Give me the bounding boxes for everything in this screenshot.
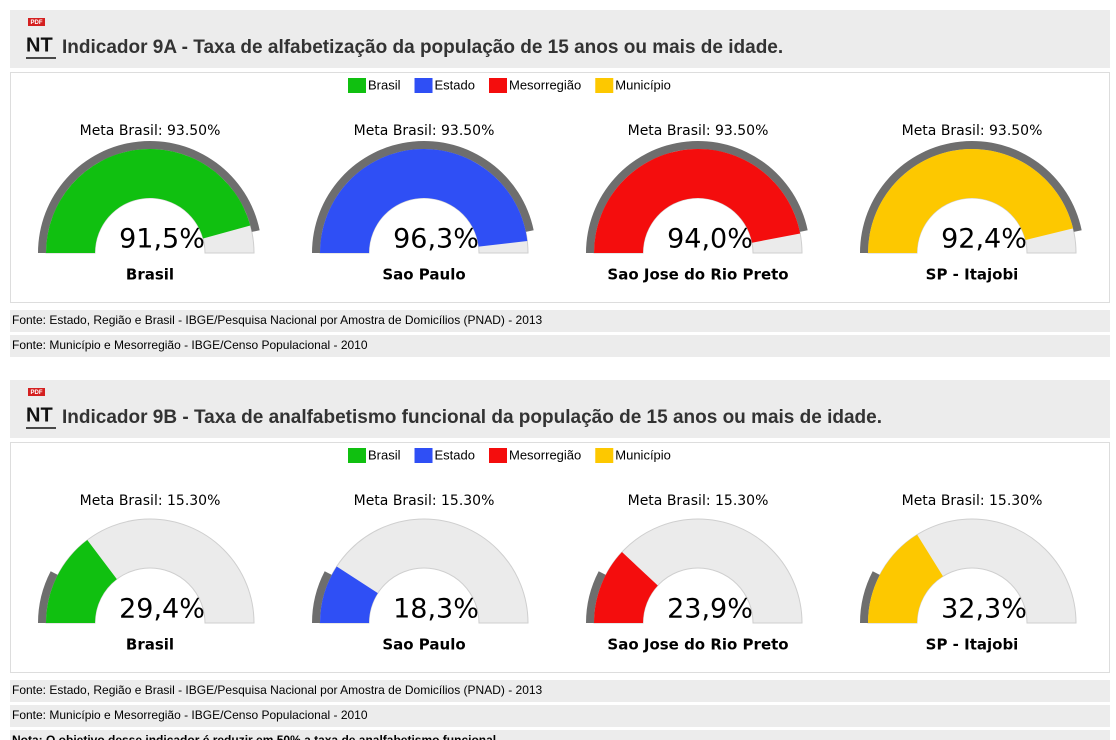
legend-label: Município (615, 77, 671, 92)
section-title: Indicador 9A - Taxa de alfabetização da … (62, 37, 783, 58)
gauge-value (868, 534, 943, 623)
target-label: Meta Brasil: 93.50% (354, 123, 495, 139)
gauge-label: Brasil (126, 636, 174, 654)
legend-label: Estado (435, 447, 475, 462)
target-band (860, 571, 880, 623)
note-text: Nota: O objetivo desse indicador é reduz… (12, 733, 499, 740)
target-label: Meta Brasil: 15.30% (628, 493, 769, 509)
value-label: 32,3% (941, 594, 1027, 625)
gauge-value (867, 148, 1074, 253)
pdf-badge-text: PDF (31, 20, 43, 26)
gauge-label: Sao Jose do Rio Preto (607, 636, 788, 654)
gauge-value (594, 552, 658, 623)
target-band (38, 571, 58, 623)
value-label: 96,3% (393, 224, 479, 255)
source-text: Fonte: Estado, Região e Brasil - IBGE/Pe… (12, 313, 543, 327)
source-row (10, 705, 1110, 727)
source-text: Fonte: Município e Mesorregião - IBGE/Ce… (12, 338, 368, 352)
legend-label: Mesorregião (509, 447, 581, 462)
source-row (10, 310, 1110, 332)
gauge-value (319, 566, 378, 623)
value-label: 29,4% (119, 594, 205, 625)
gauge-label: Sao Paulo (382, 636, 465, 654)
header-bar (10, 380, 1110, 438)
legend-label: Estado (435, 77, 475, 92)
icon-text: NT (26, 404, 53, 426)
legend-label: Mesorregião (509, 77, 581, 92)
target-label: Meta Brasil: 15.30% (902, 493, 1043, 509)
target-band (586, 571, 606, 623)
gauge-value (46, 540, 117, 623)
legend-swatch (489, 78, 507, 93)
legend-swatch (595, 78, 614, 93)
legend-label: Brasil (368, 447, 401, 462)
legend-label: Brasil (368, 77, 401, 92)
source-text: Fonte: Estado, Região e Brasil - IBGE/Pe… (12, 683, 543, 697)
legend-swatch (348, 78, 366, 93)
target-label: Meta Brasil: 15.30% (80, 493, 221, 509)
value-label: 92,4% (941, 224, 1027, 255)
value-label: 23,9% (667, 594, 753, 625)
pdf-badge (28, 388, 45, 396)
gauge-label: SP - Itajobi (926, 636, 1019, 654)
source-text: Fonte: Município e Mesorregião - IBGE/Ce… (12, 708, 368, 722)
legend-swatch (348, 448, 366, 463)
legend-swatch (414, 448, 433, 463)
value-label: 18,3% (393, 594, 479, 625)
gauge-label: Sao Paulo (382, 266, 465, 284)
gauge-value (594, 148, 801, 253)
legend-swatch (489, 448, 507, 463)
target-label: Meta Brasil: 93.50% (80, 123, 221, 139)
target-label: Meta Brasil: 15.30% (354, 493, 495, 509)
gauge-label: Brasil (126, 266, 174, 284)
target-band (312, 571, 332, 623)
value-label: 91,5% (119, 224, 205, 255)
legend-swatch (414, 78, 433, 93)
pdf-badge (28, 18, 45, 26)
gauge-label: SP - Itajobi (926, 266, 1019, 284)
legend-label: Município (615, 447, 671, 462)
target-label: Meta Brasil: 93.50% (902, 123, 1043, 139)
gauge-label: Sao Jose do Rio Preto (607, 266, 788, 284)
header-bar (10, 10, 1110, 68)
icon-text: NT (26, 34, 53, 56)
source-row (10, 680, 1110, 702)
gauge-value (320, 148, 528, 253)
pdf-badge-text: PDF (31, 390, 43, 396)
target-label: Meta Brasil: 93.50% (628, 123, 769, 139)
legend-swatch (595, 448, 614, 463)
source-row (10, 335, 1110, 357)
gauge-value (46, 149, 251, 253)
value-label: 94,0% (667, 224, 753, 255)
note-row (10, 730, 1110, 740)
section-title: Indicador 9B - Taxa de analfabetismo fun… (62, 407, 882, 428)
